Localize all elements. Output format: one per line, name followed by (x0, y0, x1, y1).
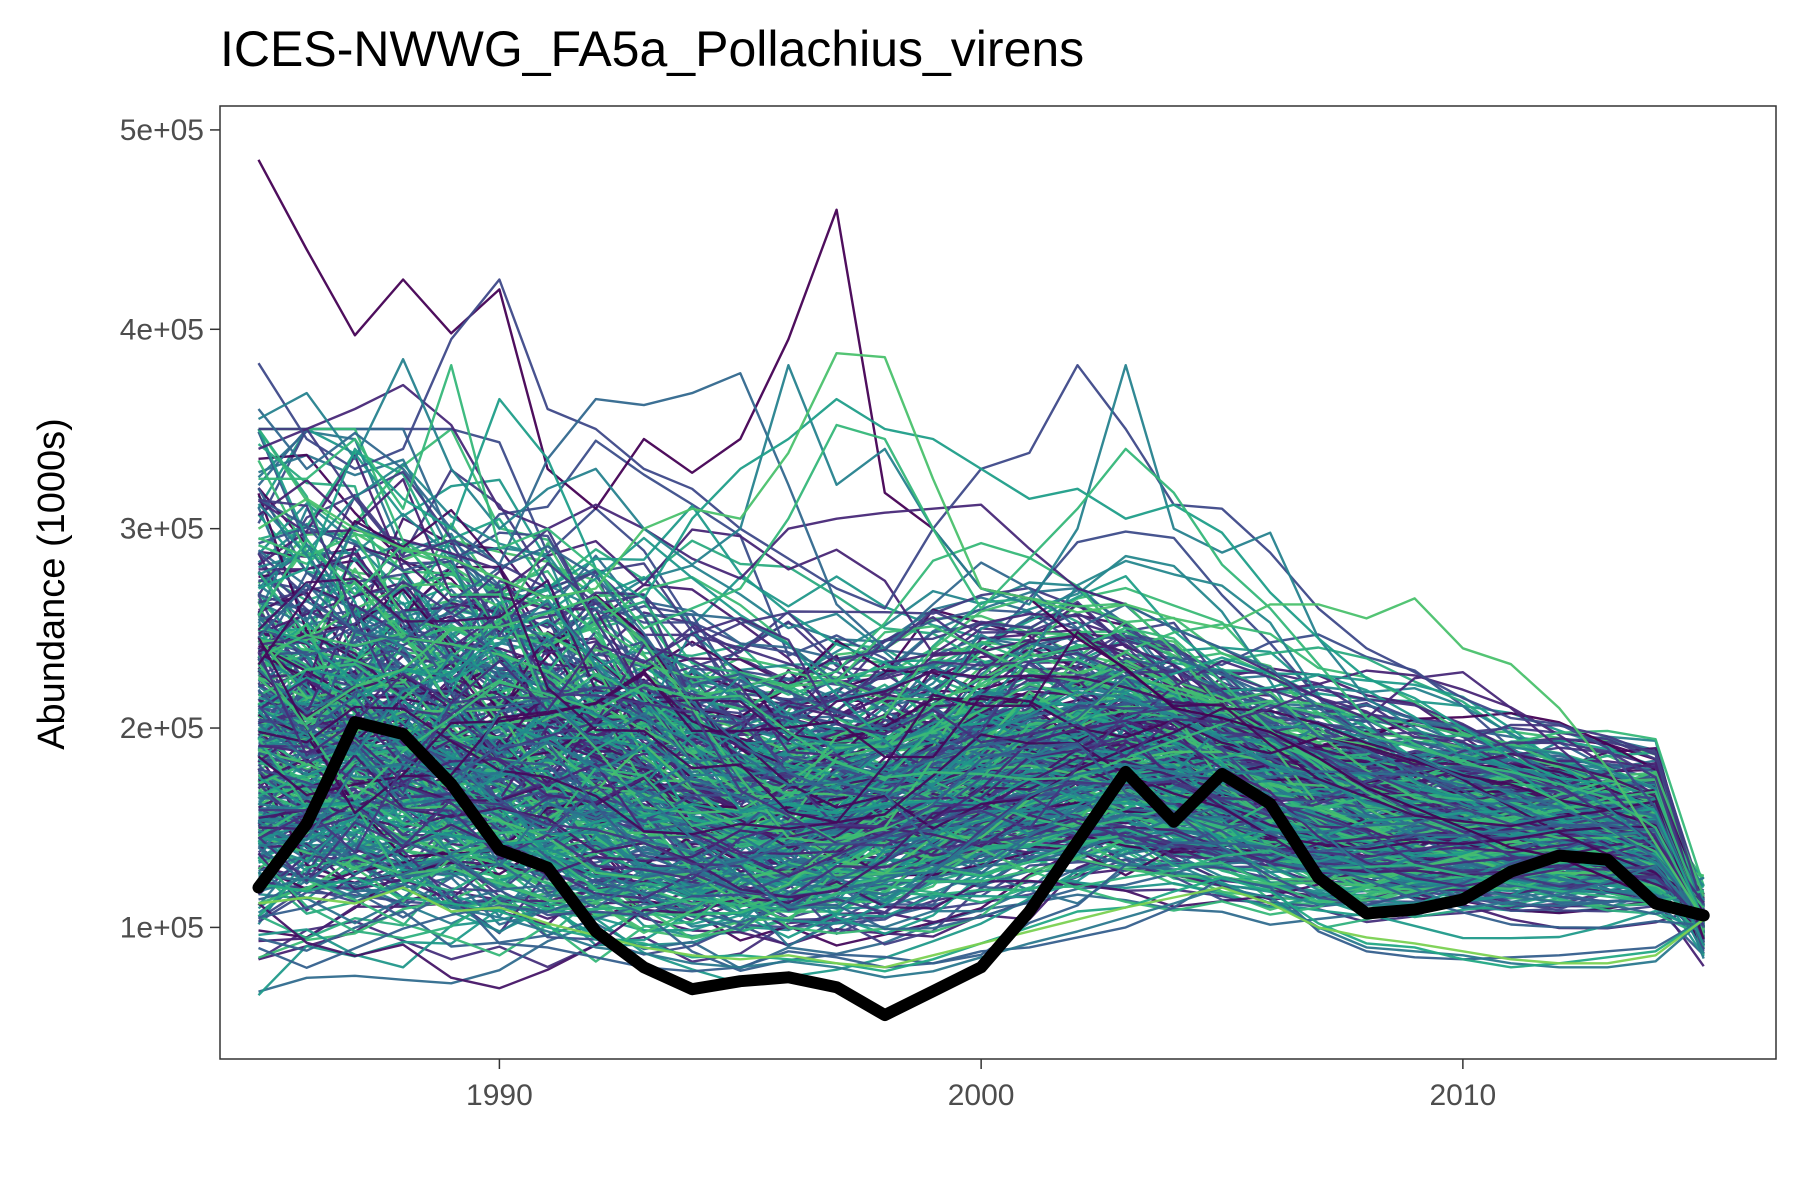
simulated-series-line (257, 849, 1704, 940)
x-tick-label: 2010 (1429, 1079, 1496, 1112)
y-tick-label: 4e+05 (120, 313, 204, 346)
observed-series-line (252, 716, 1710, 1022)
simulated-series-line (258, 845, 1705, 963)
simulated-series-line (257, 352, 1705, 921)
simulated-series-line (257, 737, 1705, 935)
simulated-series-line (257, 372, 1705, 921)
simulated-series-line (258, 886, 1705, 969)
simulated-series-line (257, 689, 1705, 906)
observed-series-group (252, 716, 1710, 1022)
plot-area (252, 159, 1710, 1022)
simulated-series-line (257, 672, 1705, 904)
simulated-series-line (258, 364, 1705, 920)
simulated-series-line (257, 686, 1705, 922)
simulated-series-line (257, 698, 1705, 919)
y-axis-label: Abundance (1000s) (31, 418, 73, 750)
simulated-series-line (257, 780, 1705, 922)
simulated-series-line (257, 508, 1705, 940)
simulated-series-line (257, 538, 1705, 916)
simulated-series-line (257, 497, 1705, 907)
simulated-series-line (258, 841, 1704, 972)
simulated-series-line (257, 616, 1705, 904)
simulated-series-line (257, 636, 1705, 928)
simulated-series-line (257, 678, 1705, 944)
simulated-series-line (258, 719, 1705, 922)
chart-title: ICES-NWWG_FA5a_Pollachius_virens (220, 21, 1084, 77)
simulated-series-line (258, 427, 1705, 911)
panel-border (219, 105, 1777, 1060)
simulated-series-line (258, 804, 1705, 929)
simulated-series-line (257, 662, 1705, 909)
simulated-series-line (258, 682, 1705, 927)
simulated-series-line (258, 740, 1705, 922)
y-tick-label: 2e+05 (120, 712, 204, 745)
simulated-series-line (258, 705, 1705, 916)
simulated-series-line (258, 876, 1705, 979)
x-axis: 1990 2000 2010 (466, 1059, 1496, 1112)
simulated-series-line (258, 533, 1705, 914)
x-tick-label: 1990 (466, 1079, 533, 1112)
simulated-series-group (257, 159, 1705, 997)
y-tick-label: 1e+05 (120, 911, 204, 944)
simulated-series-line (258, 708, 1705, 915)
y-axis: 1e+05 2e+05 3e+05 4e+05 5e+05 (120, 114, 220, 944)
x-tick-label: 2000 (948, 1079, 1015, 1112)
y-tick-label: 3e+05 (120, 513, 204, 546)
simulated-series-line (258, 397, 1705, 920)
y-tick-label: 5e+05 (120, 114, 204, 147)
simulated-series-line (258, 786, 1705, 920)
simulated-series-line (257, 524, 1705, 908)
simulated-series-line (257, 650, 1705, 927)
simulated-series-line (258, 719, 1705, 914)
simulated-series-line (258, 383, 1705, 921)
